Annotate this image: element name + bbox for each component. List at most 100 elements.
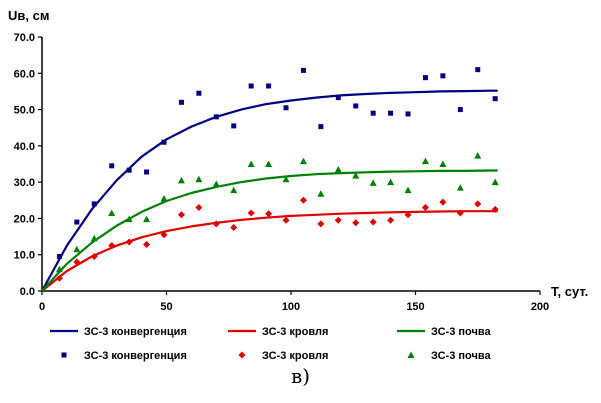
floor-point xyxy=(421,157,429,165)
roof-point xyxy=(108,242,116,250)
floor-point xyxy=(265,160,273,167)
roof-point xyxy=(195,204,203,212)
convergence-point xyxy=(144,169,150,175)
floor-point xyxy=(125,215,133,223)
floor-point xyxy=(195,175,203,183)
y-tick-label: 60.0 xyxy=(14,68,35,80)
convergence-point xyxy=(231,123,237,129)
floor-point xyxy=(317,190,325,197)
x-tick-label: 0 xyxy=(39,301,45,313)
floor-point xyxy=(160,194,168,202)
convergence-curve xyxy=(41,89,498,292)
roof-point xyxy=(73,258,81,266)
axes xyxy=(41,37,540,292)
x-tick-label: 100 xyxy=(282,301,300,313)
x-axis-ticks: 0 50 100 150 200 xyxy=(39,291,549,313)
convergence-point xyxy=(109,163,115,169)
floor-point xyxy=(55,265,63,273)
y-tick-label: 0.0 xyxy=(20,286,35,298)
legend-marker-swatch xyxy=(238,351,246,359)
convergence-point xyxy=(91,201,97,207)
floor-point xyxy=(334,165,342,173)
roof-point xyxy=(491,205,499,213)
convergence-point xyxy=(213,114,219,120)
y-tick-label: 40.0 xyxy=(14,141,35,153)
roof-point xyxy=(125,238,133,246)
x-tick-label: 200 xyxy=(531,301,549,313)
convergence-point xyxy=(283,105,289,111)
convergence-point xyxy=(178,99,184,105)
legend-label: ЗС-3 кровля xyxy=(262,350,328,362)
convergence-point xyxy=(388,110,394,116)
roof-point xyxy=(421,204,429,212)
floor-point xyxy=(387,178,395,186)
legend-label: ЗС-3 почва xyxy=(431,326,491,338)
floor-point xyxy=(90,234,98,242)
convergence-point xyxy=(405,111,411,117)
convergence-point xyxy=(196,90,202,96)
floor-curve xyxy=(41,169,498,292)
convergence-point xyxy=(492,96,498,102)
y-axis-ticks: 0.0 10.0 20.0 30.0 40.0 50.0 60.0 70.0 xyxy=(14,32,42,298)
convergence-point xyxy=(318,124,324,130)
y-tick-label: 30.0 xyxy=(14,177,35,189)
x-tick-label: 50 xyxy=(160,301,172,313)
roof-point xyxy=(247,209,255,217)
legend-label: ЗС-3 конвергенция xyxy=(84,326,187,338)
roof-point xyxy=(456,209,464,217)
y-tick-label: 20.0 xyxy=(14,213,35,225)
roof-point xyxy=(352,219,360,227)
x-axis-title: T, сут. xyxy=(551,284,588,299)
legend-marker-swatch xyxy=(61,352,67,358)
roof-point xyxy=(439,198,447,206)
y-tick-label: 10.0 xyxy=(14,250,35,262)
legend-label: ЗС-3 почва xyxy=(431,350,491,362)
floor-point xyxy=(247,160,255,167)
floor-point xyxy=(73,245,81,253)
roof-point xyxy=(212,220,220,228)
chart: 0.0 10.0 20.0 30.0 40.0 50.0 60.0 70.0 0 50 100 15… xyxy=(8,8,588,362)
floor-point xyxy=(439,160,447,167)
convergence-point xyxy=(56,254,62,260)
x-tick-label: 150 xyxy=(406,301,424,313)
legend: ЗС-3 конвергенция ЗС-3 кровля ЗС-3 почва ЗС… xyxy=(50,326,491,362)
convergence-point xyxy=(248,83,254,89)
roof-point xyxy=(177,211,185,219)
roof-point xyxy=(334,216,342,224)
floor-point xyxy=(474,152,482,159)
convergence-point xyxy=(440,73,446,79)
measured-points xyxy=(55,67,499,282)
figure-caption: в) xyxy=(290,364,311,388)
convergence-point xyxy=(353,103,359,109)
roof-point xyxy=(317,220,325,228)
y-axis-title: Uв, см xyxy=(8,8,49,23)
roof-curve xyxy=(41,210,498,292)
convergence-point xyxy=(370,110,376,116)
floor-point xyxy=(369,179,377,186)
floor-point xyxy=(282,175,290,183)
convergence-point xyxy=(475,67,481,73)
floor-point xyxy=(352,172,360,179)
roof-point xyxy=(404,211,412,219)
roof-point xyxy=(265,210,273,218)
floor-point xyxy=(143,215,151,223)
convergence-point xyxy=(74,219,80,225)
convergence-point xyxy=(126,167,132,173)
convergence-point xyxy=(300,67,306,73)
floor-point xyxy=(299,157,307,165)
convergence-point xyxy=(335,95,341,101)
roof-point xyxy=(55,274,63,282)
roof-point xyxy=(143,241,151,249)
floor-point xyxy=(404,186,412,194)
roof-point xyxy=(90,253,98,261)
floor-point xyxy=(212,180,220,187)
floor-point xyxy=(108,209,116,216)
roof-point xyxy=(369,218,377,226)
convergence-point xyxy=(161,139,167,145)
y-tick-label: 70.0 xyxy=(14,32,35,44)
floor-point xyxy=(456,184,464,191)
floor-point xyxy=(491,178,499,186)
roof-point xyxy=(387,216,395,224)
convergence-point xyxy=(266,83,272,89)
roof-point xyxy=(474,200,482,208)
